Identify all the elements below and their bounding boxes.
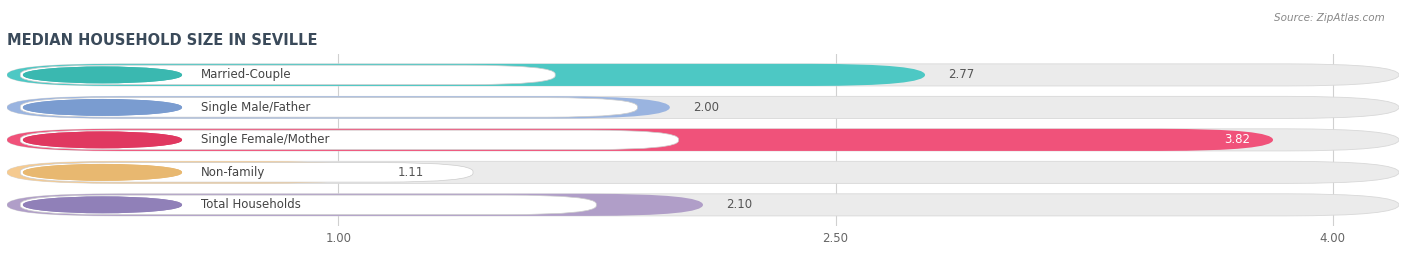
FancyBboxPatch shape — [20, 195, 596, 215]
Circle shape — [24, 100, 181, 115]
Text: Married-Couple: Married-Couple — [201, 68, 292, 82]
FancyBboxPatch shape — [7, 96, 1399, 118]
Circle shape — [24, 132, 181, 148]
FancyBboxPatch shape — [7, 194, 1399, 216]
Text: 2.77: 2.77 — [948, 68, 974, 82]
FancyBboxPatch shape — [7, 161, 1399, 183]
Circle shape — [24, 165, 181, 180]
FancyBboxPatch shape — [7, 194, 703, 216]
FancyBboxPatch shape — [7, 129, 1399, 151]
FancyBboxPatch shape — [7, 64, 925, 86]
Circle shape — [24, 67, 181, 83]
Text: Non-family: Non-family — [201, 166, 266, 179]
FancyBboxPatch shape — [20, 163, 472, 182]
FancyBboxPatch shape — [7, 161, 375, 183]
FancyBboxPatch shape — [20, 130, 679, 150]
Text: Source: ZipAtlas.com: Source: ZipAtlas.com — [1274, 13, 1385, 23]
FancyBboxPatch shape — [20, 98, 637, 117]
Circle shape — [24, 67, 181, 83]
Text: 2.00: 2.00 — [693, 101, 718, 114]
FancyBboxPatch shape — [7, 129, 1272, 151]
Circle shape — [24, 132, 181, 148]
Text: 1.11: 1.11 — [398, 166, 425, 179]
Text: 2.10: 2.10 — [725, 198, 752, 211]
Text: 3.82: 3.82 — [1223, 133, 1250, 146]
Text: Total Households: Total Households — [201, 198, 301, 211]
Circle shape — [24, 197, 181, 213]
Text: Single Male/Father: Single Male/Father — [201, 101, 311, 114]
Circle shape — [24, 197, 181, 213]
Circle shape — [24, 165, 181, 180]
Circle shape — [24, 100, 181, 115]
FancyBboxPatch shape — [7, 96, 669, 118]
Text: MEDIAN HOUSEHOLD SIZE IN SEVILLE: MEDIAN HOUSEHOLD SIZE IN SEVILLE — [7, 33, 318, 48]
FancyBboxPatch shape — [7, 64, 1399, 86]
Text: Single Female/Mother: Single Female/Mother — [201, 133, 330, 146]
FancyBboxPatch shape — [20, 65, 555, 85]
